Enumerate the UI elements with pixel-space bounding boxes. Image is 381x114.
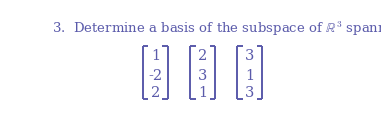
Text: 2: 2	[151, 86, 160, 100]
Text: 1: 1	[151, 49, 160, 63]
Text: 3: 3	[245, 49, 255, 63]
Text: 3.  Determine a basis of the subspace of $\mathbb{R}^3$ spanned by the vectors:: 3. Determine a basis of the subspace of …	[52, 20, 381, 38]
Text: 2: 2	[198, 49, 207, 63]
Text: 1: 1	[198, 86, 207, 100]
Text: 1: 1	[245, 68, 255, 82]
Text: 3: 3	[245, 86, 255, 100]
Text: 3: 3	[198, 68, 207, 82]
Text: -2: -2	[148, 68, 162, 82]
